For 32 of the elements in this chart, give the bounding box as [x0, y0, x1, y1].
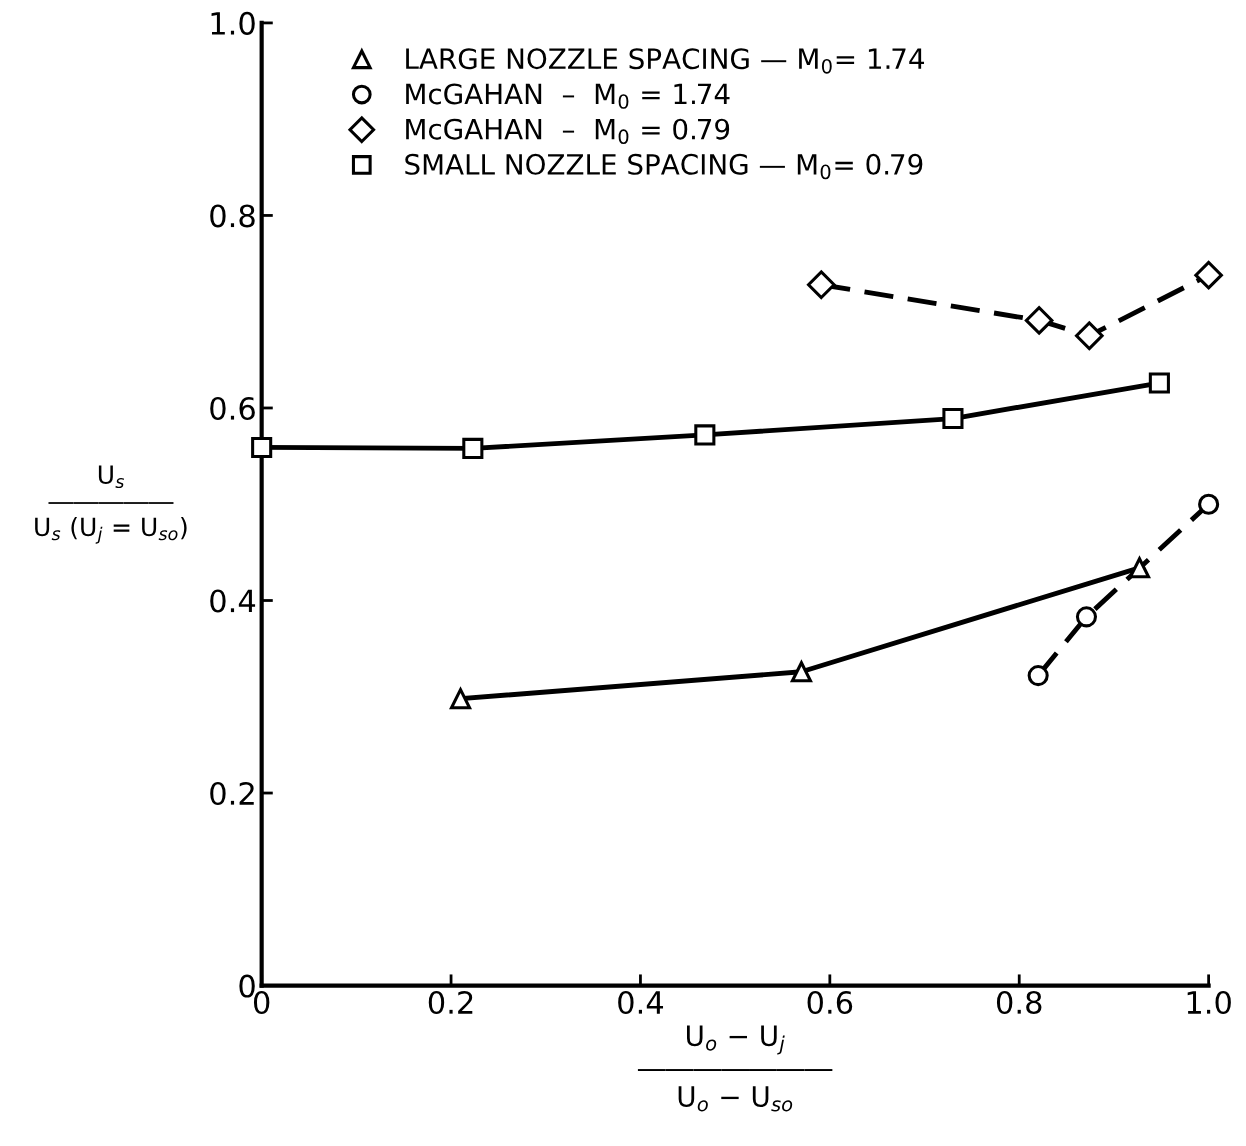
point [1198, 493, 1220, 515]
point [1194, 260, 1223, 290]
point [1024, 306, 1054, 335]
y-tick-label: 0.4 [210, 589, 256, 613]
y-tick-label: 1.0 [211, 11, 255, 35]
legend-label: McGAHAN – M$_{0}$ = 0.79 [406, 118, 730, 145]
x-tick-label: 1.0 [1187, 990, 1231, 1015]
point [1148, 372, 1170, 394]
point [1075, 606, 1098, 628]
point [942, 408, 964, 430]
text: U$_{s}$ ――――― U$_{s}$ (U$_{j}$ = U$_{so}$) [35, 465, 187, 544]
x-tick-label: 0.6 [807, 990, 853, 1015]
point [1075, 321, 1104, 351]
legend-label: SMALL NOZZLE SPACING — M$_{0}$= 0.79 [405, 153, 923, 180]
point [790, 661, 812, 683]
x-tick-label: 0.8 [996, 990, 1042, 1015]
x-tick-label: 0.2 [428, 990, 473, 1015]
legend-label: McGAHAN – M$_{0}$ = 1.74 [406, 83, 730, 109]
x-tick-label: 0.4 [618, 990, 664, 1015]
point [462, 437, 484, 459]
text: U$_{o}$ − U$_{j}$ ――――――― U$_{o}$ − U$_{so}$ [637, 1025, 833, 1112]
y-tick-label: 0.8 [210, 204, 255, 228]
y-tick-label: 0.2 [210, 781, 254, 806]
point [694, 424, 716, 446]
point [449, 688, 472, 710]
legend-label: LARGE NOZZLE SPACING — M$_{0}$= 1.74 [406, 48, 925, 74]
point [1128, 557, 1151, 579]
point [807, 270, 836, 300]
point [1027, 665, 1049, 687]
point [251, 436, 273, 458]
y-tick-label: 0.6 [210, 396, 255, 421]
y-tick-label: 0 [239, 974, 255, 998]
